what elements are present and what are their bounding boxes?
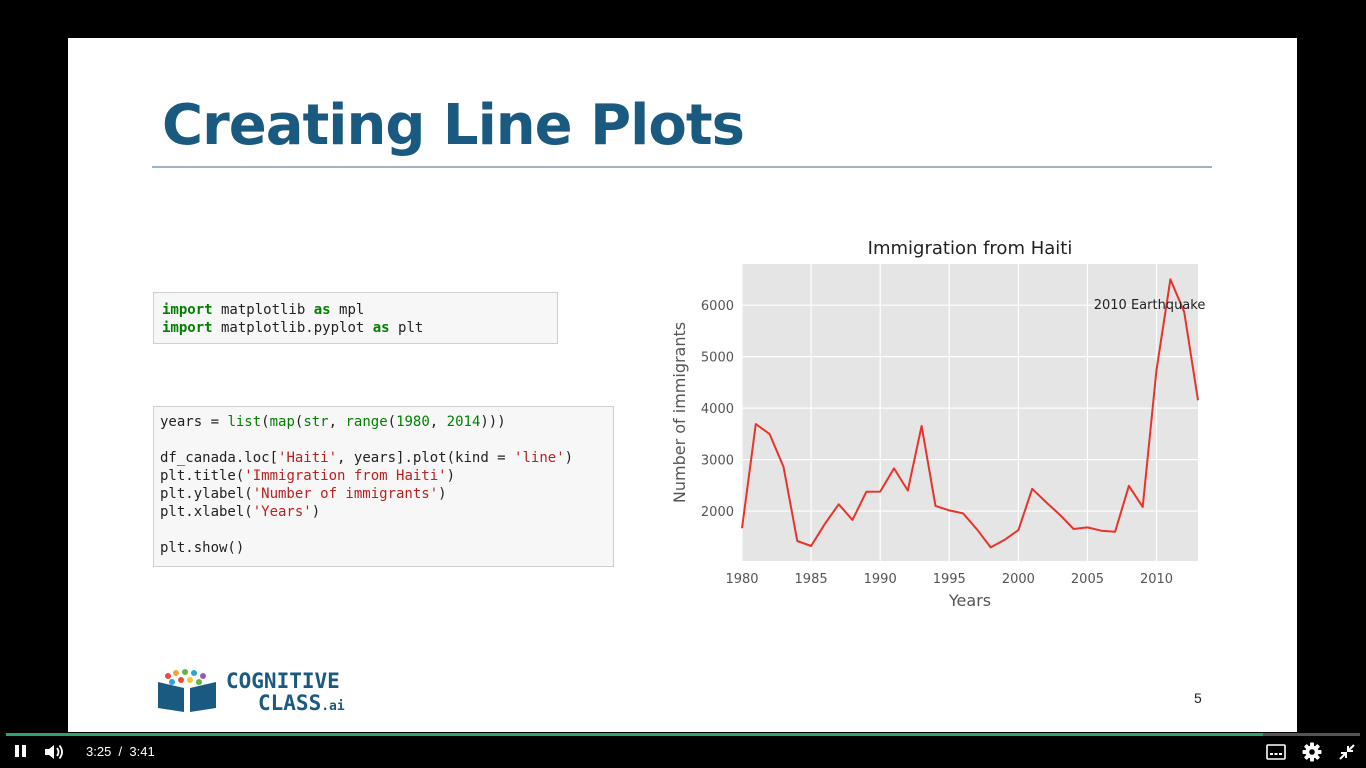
video-progress-fill xyxy=(6,733,1263,736)
logo-class: CLASS xyxy=(258,691,322,715)
volume-button[interactable] xyxy=(44,743,66,761)
duration: 3:41 xyxy=(129,744,155,759)
x-axis-label: Years xyxy=(948,591,991,610)
books-logo-icon xyxy=(158,669,216,712)
captions-button[interactable] xyxy=(1266,744,1286,760)
annotation-label: 2010 Earthquake xyxy=(1094,298,1206,313)
x-tick-label: 1980 xyxy=(725,572,758,587)
y-axis-label: Number of immigrants xyxy=(670,322,689,503)
title-divider xyxy=(152,166,1212,168)
captions-icon xyxy=(1266,744,1286,760)
y-tick-label: 4000 xyxy=(701,402,734,417)
slide-title: Creating Line Plots xyxy=(162,93,745,158)
pause-icon-bar-left xyxy=(15,745,19,757)
gear-icon xyxy=(1302,742,1322,762)
time-separator: / xyxy=(118,744,123,759)
pause-button[interactable] xyxy=(14,744,28,758)
volume-icon xyxy=(45,744,63,760)
y-tick-label: 2000 xyxy=(701,505,734,520)
x-tick-label: 1985 xyxy=(795,572,828,587)
x-tick-label: 2010 xyxy=(1140,572,1173,587)
y-tick-label: 5000 xyxy=(701,351,734,366)
settings-button[interactable] xyxy=(1302,742,1322,762)
time-display: 3:25 / 3:41 xyxy=(86,744,155,759)
exit-fullscreen-button[interactable] xyxy=(1338,743,1356,761)
exit-fullscreen-icon xyxy=(1339,744,1355,760)
logo-text-line1: COGNITIVE xyxy=(226,669,340,693)
code-line: df_canada.loc['Haiti', years].plot(kind … xyxy=(160,450,574,466)
code-line xyxy=(160,431,607,449)
logo-text-line2: CLASS.ai xyxy=(258,692,345,718)
x-tick-label: 2000 xyxy=(1002,572,1035,587)
x-tick-label: 2005 xyxy=(1071,572,1104,587)
line-chart: 1980 1985 1990 1995 2000 2005 2010 2000 3000 4000… xyxy=(660,230,1210,615)
chart-title: Immigration from Haiti xyxy=(868,238,1073,259)
code-cell-imports: import matplotlib as mpl import matplotli… xyxy=(153,292,558,344)
video-controls: 3:25 / 3:41 xyxy=(0,736,1366,768)
current-time: 3:25 xyxy=(86,744,112,759)
code-line xyxy=(160,521,607,539)
y-tick-label: 6000 xyxy=(701,299,734,314)
video-progress-bar[interactable] xyxy=(6,733,1360,736)
x-tick-label: 1995 xyxy=(933,572,966,587)
slide: Creating Line Plots import matplotlib as… xyxy=(68,38,1297,732)
code-line: plt.xlabel('Years') xyxy=(160,504,321,520)
code-line: plt.ylabel('Number of immigrants') xyxy=(160,486,447,502)
y-tick-label: 3000 xyxy=(701,454,734,469)
logo-suffix: .ai xyxy=(321,699,345,714)
chart-svg: 1980 1985 1990 1995 2000 2005 2010 2000 3000 4000… xyxy=(670,238,1206,610)
code-line: years = list(map(str, range(1980, 2014))… xyxy=(160,414,506,430)
code-cell-plot: years = list(map(str, range(1980, 2014))… xyxy=(153,406,614,567)
pause-icon-bar-right xyxy=(22,745,26,757)
page-number: 5 xyxy=(1194,690,1202,706)
code-line: import matplotlib as mpl xyxy=(162,302,365,318)
cognitive-class-logo: COGNITIVE CLASS.ai xyxy=(154,668,354,718)
code-line: import matplotlib.pyplot as plt xyxy=(162,320,424,336)
code-line: plt.title('Immigration from Haiti') xyxy=(160,468,456,484)
series-line xyxy=(741,278,1199,549)
x-tick-label: 1990 xyxy=(864,572,897,587)
code-line: plt.show() xyxy=(160,540,245,556)
